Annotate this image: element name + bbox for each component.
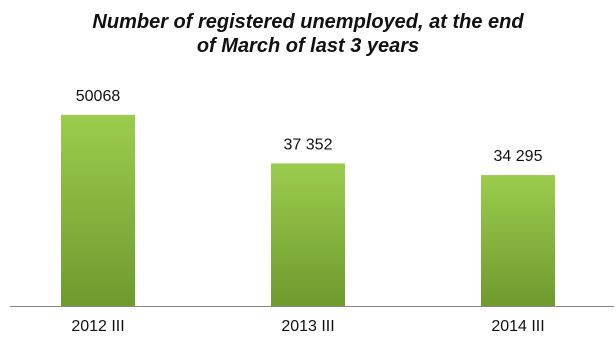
value-labels-layer: 50068 37 352 34 295 — [76, 88, 543, 165]
value-label-1: 50068 — [76, 88, 121, 105]
bar-3 — [481, 175, 555, 306]
bar-1 — [61, 114, 135, 307]
x-axis-ticks-layer: 2012 III 2013 III 2014 III — [71, 318, 544, 335]
bars-layer — [61, 114, 555, 307]
bar-2 — [271, 163, 345, 306]
value-label-3: 34 295 — [494, 148, 543, 165]
value-label-2: 37 352 — [284, 136, 333, 153]
chart-title-line-2: of March of last 3 years — [196, 35, 420, 57]
x-tick-label-3: 2014 III — [491, 318, 544, 335]
x-tick-label-1: 2012 III — [71, 318, 124, 335]
chart-title: Number of registered unemployed, at the … — [0, 10, 616, 58]
chart-title-line-1: Number of registered unemployed, at the … — [92, 11, 524, 33]
x-tick-label-2: 2013 III — [281, 318, 334, 335]
